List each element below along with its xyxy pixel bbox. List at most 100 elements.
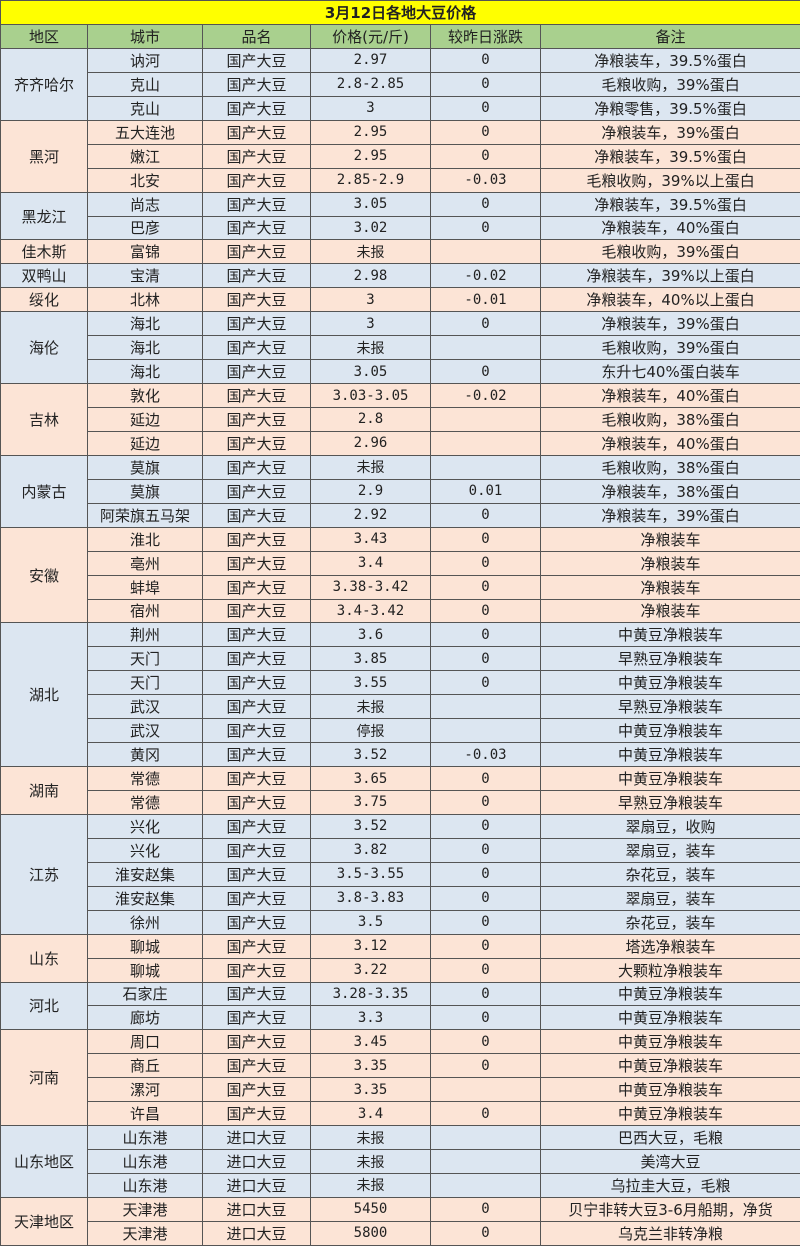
change-cell: 0: [431, 551, 541, 575]
table-row: 山东港进口大豆未报美湾大豆: [1, 1150, 800, 1174]
region-cell: 内蒙古: [1, 455, 88, 527]
price-cell: 3.6: [311, 623, 431, 647]
change-cell: 0: [431, 647, 541, 671]
city-cell: 巴彦: [88, 216, 203, 240]
city-cell: 淮安赵集: [88, 862, 203, 886]
note-cell: 中黄豆净粮装车: [541, 671, 800, 695]
product-cell: 国产大豆: [203, 144, 311, 168]
region-cell: 海伦: [1, 312, 88, 384]
product-cell: 国产大豆: [203, 431, 311, 455]
product-cell: 国产大豆: [203, 719, 311, 743]
change-cell: -0.03: [431, 743, 541, 767]
region-cell: 双鸭山: [1, 264, 88, 288]
city-cell: 莫旗: [88, 455, 203, 479]
price-cell: 3.4-3.42: [311, 599, 431, 623]
product-cell: 国产大豆: [203, 216, 311, 240]
price-cell: 2.8-2.85: [311, 72, 431, 96]
change-cell: [431, 431, 541, 455]
price-cell: 2.97: [311, 48, 431, 72]
change-cell: [431, 455, 541, 479]
price-cell: 停报: [311, 719, 431, 743]
header-region: 地区: [1, 24, 88, 48]
region-cell: 山东地区: [1, 1126, 88, 1198]
note-cell: 中黄豆净粮装车: [541, 623, 800, 647]
product-cell: 国产大豆: [203, 336, 311, 360]
product-cell: 国产大豆: [203, 1054, 311, 1078]
price-cell: 3.4: [311, 551, 431, 575]
change-cell: -0.01: [431, 288, 541, 312]
price-cell: 2.92: [311, 503, 431, 527]
price-cell: 3.35: [311, 1078, 431, 1102]
product-cell: 国产大豆: [203, 743, 311, 767]
note-cell: 净粮装车，39.5%蛋白: [541, 192, 800, 216]
note-cell: 毛粮收购，39%蛋白: [541, 336, 800, 360]
change-cell: [431, 695, 541, 719]
note-cell: 净粮装车: [541, 551, 800, 575]
city-cell: 富锦: [88, 240, 203, 264]
region-cell: 湖北: [1, 623, 88, 767]
region-cell: 齐齐哈尔: [1, 48, 88, 120]
change-cell: 0: [431, 910, 541, 934]
header-product: 品名: [203, 24, 311, 48]
city-cell: 廊坊: [88, 1006, 203, 1030]
price-cell: 3.35: [311, 1054, 431, 1078]
note-cell: 毛粮收购，39%以上蛋白: [541, 168, 800, 192]
note-cell: 贝宁非转大豆3-6月船期，净货: [541, 1197, 800, 1221]
product-cell: 国产大豆: [203, 527, 311, 551]
note-cell: 中黄豆净粮装车: [541, 1102, 800, 1126]
city-cell: 宿州: [88, 599, 203, 623]
change-cell: 0: [431, 120, 541, 144]
product-cell: 国产大豆: [203, 120, 311, 144]
note-cell: 中黄豆净粮装车: [541, 1030, 800, 1054]
note-cell: 净粮装车，40%蛋白: [541, 384, 800, 408]
change-cell: 0: [431, 671, 541, 695]
city-cell: 莫旗: [88, 479, 203, 503]
table-title: 3月12日各地大豆价格: [1, 1, 800, 25]
price-cell: 3.28-3.35: [311, 982, 431, 1006]
change-cell: 0: [431, 814, 541, 838]
product-cell: 国产大豆: [203, 240, 311, 264]
city-cell: 聊城: [88, 958, 203, 982]
product-cell: 国产大豆: [203, 886, 311, 910]
product-cell: 国产大豆: [203, 838, 311, 862]
change-cell: 0: [431, 72, 541, 96]
product-cell: 国产大豆: [203, 623, 311, 647]
region-cell: 黑龙江: [1, 192, 88, 240]
product-cell: 国产大豆: [203, 96, 311, 120]
change-cell: 0: [431, 144, 541, 168]
table-row: 佳木斯富锦国产大豆未报毛粮收购，39%蛋白: [1, 240, 800, 264]
note-cell: 净粮装车，39%蛋白: [541, 120, 800, 144]
price-cell: 3.8-3.83: [311, 886, 431, 910]
change-cell: 0: [431, 1197, 541, 1221]
change-cell: -0.03: [431, 168, 541, 192]
product-cell: 国产大豆: [203, 551, 311, 575]
price-cell: 2.85-2.9: [311, 168, 431, 192]
note-cell: 美湾大豆: [541, 1150, 800, 1174]
product-cell: 国产大豆: [203, 695, 311, 719]
city-cell: 漯河: [88, 1078, 203, 1102]
header-price: 价格(元/斤): [311, 24, 431, 48]
note-cell: 净粮装车，40%蛋白: [541, 216, 800, 240]
region-cell: 绥化: [1, 288, 88, 312]
note-cell: 毛粮收购，38%蛋白: [541, 455, 800, 479]
note-cell: 净粮装车，40%蛋白: [541, 431, 800, 455]
change-cell: [431, 408, 541, 432]
city-cell: 北安: [88, 168, 203, 192]
city-cell: 山东港: [88, 1174, 203, 1198]
change-cell: [431, 1174, 541, 1198]
region-cell: 湖南: [1, 767, 88, 815]
table-row: 山东地区山东港进口大豆未报巴西大豆，毛粮: [1, 1126, 800, 1150]
price-cell: 3.02: [311, 216, 431, 240]
